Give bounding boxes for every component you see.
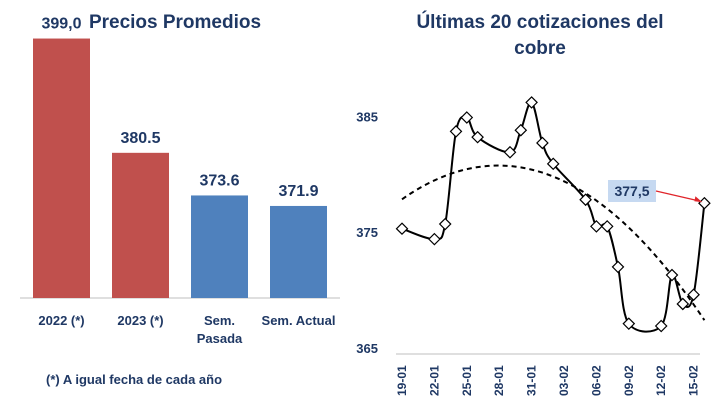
- data-point-marker: [503, 145, 517, 159]
- data-point-marker: [471, 130, 484, 144]
- x-tick-label: 09-02: [622, 365, 636, 396]
- x-tick-label: 06-02: [589, 365, 603, 396]
- annotation-arrowhead: [694, 196, 703, 203]
- data-point-marker: [546, 157, 560, 171]
- line-chart-title: Últimas 20 cotizaciones del cobre: [370, 10, 710, 62]
- data-point-marker: [438, 217, 452, 231]
- data-point-marker: [525, 96, 538, 109]
- x-tick-label: 19-01: [395, 365, 409, 396]
- x-tick-label: 12-02: [654, 365, 668, 396]
- annotation-box: [608, 180, 656, 202]
- trend-line: [401, 164, 706, 321]
- bar-category-label: Sem.: [204, 313, 235, 328]
- bar-chart-panel: Precios Promedios 399,0 2022 (*) 380.5 2023…: [0, 0, 350, 400]
- bar: [33, 38, 90, 299]
- data-point-marker: [622, 317, 636, 331]
- bar-chart: 399,0 2022 (*) 380.5 2023 (*) 373.6 Sem. Pasad…: [20, 16, 340, 346]
- y-tick-label: 365: [356, 341, 378, 356]
- data-point-marker: [536, 136, 549, 150]
- y-tick-label: 375: [356, 225, 378, 240]
- line-chart: 365 375 385 19-01 22-01 25-01 28-01 31-01 03-02 0…: [356, 96, 711, 396]
- line-chart-title-line-1: Últimas 20 cotizaciones del: [416, 12, 664, 33]
- x-tick-label: 28-01: [492, 365, 506, 396]
- bar-value-label: 380.5: [120, 130, 160, 147]
- data-point-marker: [395, 222, 409, 236]
- annotation-arrow: [655, 190, 701, 202]
- x-tick-label: 03-02: [557, 365, 571, 396]
- bar-value-label: 399,0: [41, 16, 81, 33]
- data-point-marker: [579, 193, 592, 207]
- x-tick-label: 22-01: [427, 365, 441, 396]
- data-point-marker: [611, 260, 625, 274]
- bar: [270, 205, 327, 298]
- data-point-marker: [590, 220, 603, 233]
- data-point-marker: [449, 125, 463, 138]
- bar-value-label: 371.9: [278, 183, 318, 200]
- data-point-marker: [428, 232, 441, 246]
- bar-category-label: Pasada: [197, 331, 243, 346]
- line-chart-title-line-2: cobre: [514, 38, 566, 59]
- data-point-marker: [600, 220, 614, 233]
- bar-category-label: 2023 (*): [117, 313, 163, 328]
- data-point-marker: [514, 123, 528, 137]
- data-point-marker: [654, 319, 668, 333]
- bar: [112, 152, 169, 298]
- bar-chart-title: Precios Promedios: [88, 12, 262, 33]
- data-point-marker: [676, 297, 690, 311]
- data-point-marker: [665, 268, 679, 282]
- x-tick-label: 15-02: [687, 365, 701, 396]
- line-chart-panel: Últimas 20 cotizaciones del cobre 365 375…: [350, 0, 712, 400]
- bar: [191, 195, 248, 298]
- y-tick-label: 385: [356, 109, 378, 124]
- bar-value-label: 373.6: [199, 172, 239, 189]
- x-tick-label: 31-01: [525, 365, 539, 396]
- series-line: [401, 101, 706, 333]
- data-point-marker: [460, 111, 474, 124]
- data-point-marker: [698, 196, 711, 210]
- bar-category-label: Sem. Actual: [262, 313, 336, 328]
- data-point-marker: [687, 288, 700, 302]
- annotation-label: 377,5: [614, 183, 649, 199]
- footnote: (*) A igual fecha de cada año: [46, 372, 223, 387]
- bar-category-label: 2022 (*): [38, 313, 84, 328]
- x-tick-label: 25-01: [460, 365, 474, 396]
